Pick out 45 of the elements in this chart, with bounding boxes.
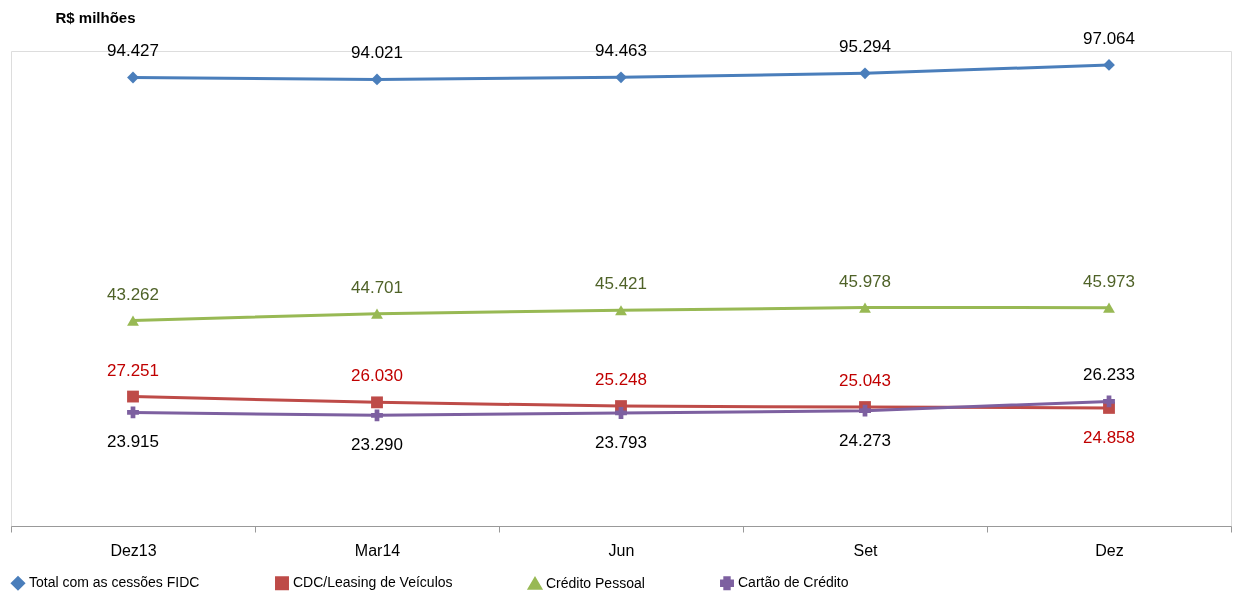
data-label: 95.294: [839, 37, 891, 57]
x-tick-label: Set: [853, 541, 879, 559]
point: [127, 315, 139, 326]
data-label: 24.273: [839, 430, 891, 450]
data-label: 94.021: [351, 43, 403, 63]
x-tick-label: Dez13: [110, 541, 157, 559]
x-tick-label: Jun: [608, 541, 635, 559]
y-axis-title: R$ milhões: [55, 8, 136, 26]
legend-label: CDC/Leasing de Veículos: [293, 574, 453, 591]
point: [615, 71, 627, 84]
point: [127, 406, 139, 419]
data-label: 45.421: [595, 274, 647, 294]
point: [1103, 302, 1115, 313]
point: [371, 409, 383, 422]
legend-label: Total com as cessões FIDC: [29, 574, 200, 591]
data-label: 43.262: [107, 284, 159, 304]
point: [127, 71, 139, 84]
data-label: 97.064: [1083, 28, 1135, 48]
point: [1103, 395, 1115, 408]
point: [127, 390, 139, 403]
point: [859, 404, 871, 417]
data-label: 94.427: [107, 41, 159, 61]
data-label: 45.973: [1083, 271, 1135, 291]
point: [859, 67, 871, 80]
data-label: 25.043: [839, 371, 891, 391]
data-label: 26.030: [351, 366, 403, 386]
data-label: 23.793: [595, 432, 647, 452]
data-label: 25.248: [595, 370, 647, 390]
data-label: 27.251: [107, 360, 159, 380]
x-tick-label: Mar14: [354, 541, 401, 559]
point: [859, 302, 871, 313]
point: [615, 305, 627, 316]
data-label: 23.915: [107, 432, 159, 452]
data-label: 26.233: [1083, 365, 1135, 385]
data-label: 45.978: [839, 271, 891, 291]
x-tick-label: Dez: [1095, 541, 1124, 559]
data-label: 44.701: [351, 277, 403, 297]
legend-label: Crédito Pessoal: [546, 574, 645, 591]
legend-label: Cartão de Crédito: [738, 574, 849, 591]
data-label: 23.290: [351, 435, 403, 455]
data-label: 24.858: [1083, 427, 1135, 447]
point: [371, 396, 383, 409]
point: [371, 308, 383, 319]
data-label: 94.463: [595, 41, 647, 61]
point: [371, 73, 383, 86]
